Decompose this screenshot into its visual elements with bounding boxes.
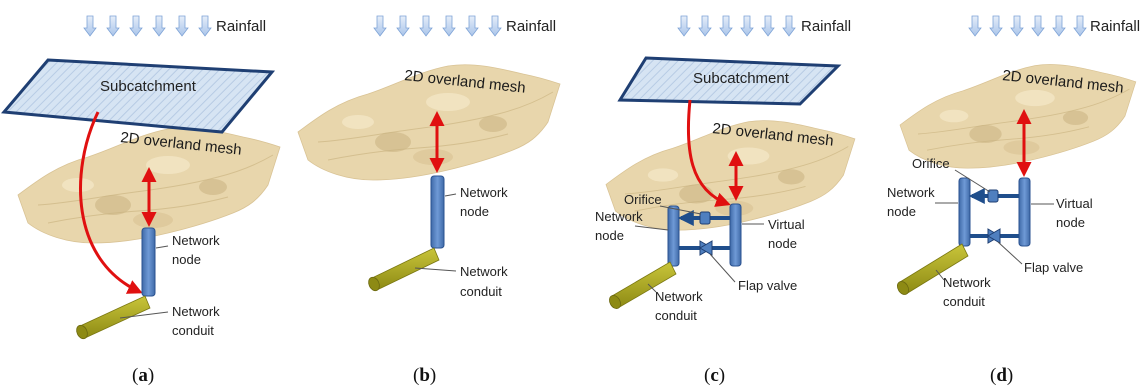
flap-valve-label: Flap valve xyxy=(738,278,797,293)
flap-leader-line xyxy=(709,253,736,283)
conduit-label-line1: Network xyxy=(655,289,703,304)
node-leader-line xyxy=(444,193,457,197)
svg-text:(a): (a) xyxy=(132,365,154,386)
network-node xyxy=(141,227,156,297)
panel-caption: (c) xyxy=(704,365,725,386)
conduit-label-line1: Network xyxy=(943,275,991,290)
flap-valve-link xyxy=(679,240,730,256)
conduit-leader-line xyxy=(119,311,169,319)
virtual-node xyxy=(729,203,742,267)
svg-text:(d): (d) xyxy=(990,365,1013,386)
node-label-line1: Network xyxy=(460,185,508,200)
svg-text:(b): (b) xyxy=(413,365,436,386)
node-label-line2: node xyxy=(172,252,201,267)
orifice-label: Orifice xyxy=(912,156,950,171)
node-label-line1: Network xyxy=(595,209,643,224)
conduit-label-line2: conduit xyxy=(460,284,502,299)
network-node xyxy=(958,177,971,247)
virtual-label-line2: node xyxy=(1056,215,1085,230)
panel-caption: (d) xyxy=(990,365,1013,386)
orifice-label: Orifice xyxy=(624,192,662,207)
panel-a: Rainfall 2D overland mesh Subcatchment N… xyxy=(0,15,281,386)
virtual-node xyxy=(1018,177,1031,247)
rainfall-arrows xyxy=(677,15,796,37)
panel-caption: (a) xyxy=(132,365,154,386)
panel-d: Rainfall 2D overland mesh Orifice Networ… xyxy=(887,15,1140,386)
orifice-leader-line xyxy=(659,205,702,215)
node-label-line2: node xyxy=(460,204,489,219)
orifice-link xyxy=(677,210,730,226)
rainfall-label: Rainfall xyxy=(801,18,851,35)
panel-c: Rainfall 2D overland mesh Subcatchment O… xyxy=(595,15,856,386)
panel-caption: (b) xyxy=(413,365,436,386)
flap-leader-line xyxy=(997,241,1023,265)
network-conduit xyxy=(896,243,969,295)
svg-text:(c): (c) xyxy=(704,365,725,386)
conduit-leader-line xyxy=(647,283,657,293)
node-leader-line xyxy=(634,225,669,231)
node-label-line2: node xyxy=(887,204,916,219)
rainfall-arrows xyxy=(83,15,212,37)
orifice-link xyxy=(968,188,1019,204)
subcatchment-label: Subcatchment xyxy=(100,78,197,95)
network-conduit xyxy=(368,247,440,292)
node-label-line1: Network xyxy=(172,233,220,248)
rainfall-arrows xyxy=(968,15,1087,37)
conduit-label-line2: conduit xyxy=(655,308,697,323)
node-label-line2: node xyxy=(595,228,624,243)
flap-valve-label: Flap valve xyxy=(1024,260,1083,275)
panel-b: Rainfall 2D overland mesh Network node N… xyxy=(297,15,561,386)
network-conduit xyxy=(609,261,677,309)
conduit-leader-line xyxy=(935,269,945,281)
conduit-label-line1: Network xyxy=(172,304,220,319)
virtual-label-line2: node xyxy=(768,236,797,251)
virtual-label-line1: Virtual xyxy=(768,217,805,232)
network-node xyxy=(667,205,680,267)
subcatchment-to-node-arrow xyxy=(686,99,731,207)
network-node xyxy=(430,175,445,249)
subcatchment-plane xyxy=(0,58,276,134)
subcatchment-plane xyxy=(617,56,842,106)
node-leader-line xyxy=(155,245,169,249)
conduit-label-line2: conduit xyxy=(943,294,985,309)
rainfall-label: Rainfall xyxy=(216,18,266,35)
conduit-label-line2: conduit xyxy=(172,323,214,338)
rainfall-label: Rainfall xyxy=(1090,18,1140,35)
rainfall-arrows xyxy=(373,15,502,37)
rainfall-label: Rainfall xyxy=(506,18,556,35)
subcatchment-to-node-arrow xyxy=(79,111,143,294)
virtual-label-line1: Virtual xyxy=(1056,196,1093,211)
network-conduit xyxy=(76,295,151,340)
orifice-leader-line xyxy=(954,169,991,193)
conduit-label-line1: Network xyxy=(460,264,508,279)
subcatchment-label: Subcatchment xyxy=(693,70,790,87)
node-label-line1: Network xyxy=(887,185,935,200)
conduit-leader-line xyxy=(414,267,457,272)
flap-valve-link xyxy=(970,228,1019,244)
